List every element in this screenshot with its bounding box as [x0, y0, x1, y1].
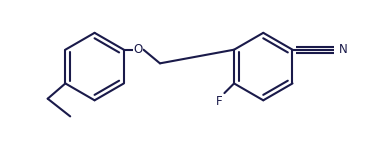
Text: F: F: [216, 95, 222, 108]
Text: N: N: [339, 43, 348, 56]
Text: O: O: [134, 43, 143, 56]
